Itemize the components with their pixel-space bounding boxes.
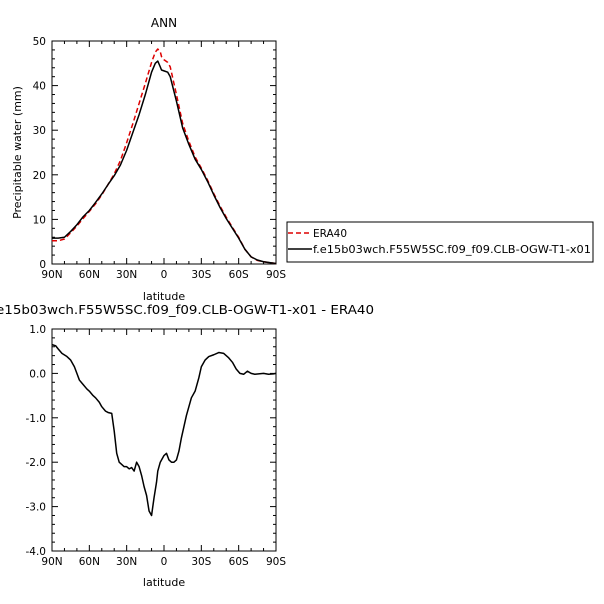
x-tick-label: 30N [116,556,137,568]
legend-label: ERA40 [313,228,347,240]
y-tick-label: 0 [39,259,46,271]
x-tick-label: 90S [266,556,286,568]
x-tick-label: 0 [161,556,168,568]
y-tick-label: 40 [33,81,46,93]
y-tick-label: -1.0 [26,413,47,425]
y-tick-label: 30 [33,125,46,137]
y-tick-label: 0.0 [29,368,46,380]
x-tick-label: 60S [229,556,249,568]
x-tick-label: 90N [41,556,62,568]
x-tick-label: 60S [229,269,249,281]
chart-title: f.e15b03wch.F55W5SC.f09_f09.CLB-OGW-T1-x… [0,303,374,317]
x-axis-label: latitude [143,290,185,303]
y-tick-label: 10 [33,214,46,226]
x-tick-label: 30N [116,269,137,281]
x-tick-label: 60N [79,556,100,568]
x-tick-label: 0 [161,269,168,281]
x-tick-label: 30S [191,556,211,568]
legend: ERA40 f.e15b03wch.F55W5SC.f09_f09.CLB-OGW… [286,221,594,263]
series-line-1 [52,48,277,265]
y-tick-label: -4.0 [26,546,47,558]
x-axis-label: latitude [143,576,185,589]
plot-frame [51,40,277,265]
plot-frame [51,328,277,552]
y-axis-label: Precipitable water (mm) [11,86,24,219]
chart-title: ANN [151,16,177,30]
series-line-2 [52,60,277,265]
legend-label: f.e15b03wch.F55W5SC.f09_f09.CLB-OGW-T1-x… [313,244,591,256]
y-tick-label: 1.0 [29,324,46,336]
x-tick-label: 90N [41,269,62,281]
y-tick-label: -3.0 [26,502,47,514]
x-tick-label: 30S [191,269,211,281]
y-axis-label: Precipitable water (mm) [0,374,13,507]
x-tick-label: 60N [79,269,100,281]
chart-panel-2: f.e15b03wch.F55W5SC.f09_f09.CLB-OGW-T1-x… [0,303,374,589]
legend-box [286,221,594,263]
y-tick-label: -2.0 [26,457,47,469]
y-tick-label: 20 [33,170,46,182]
y-tick-label: 50 [33,36,46,48]
series-line-1 [51,343,277,517]
x-tick-label: 90S [266,269,286,281]
chart-panel-1: ANN 90N 60N 30N 0 30S 60S 90S 0 10 20 30 40 50 latitud… [11,16,594,303]
